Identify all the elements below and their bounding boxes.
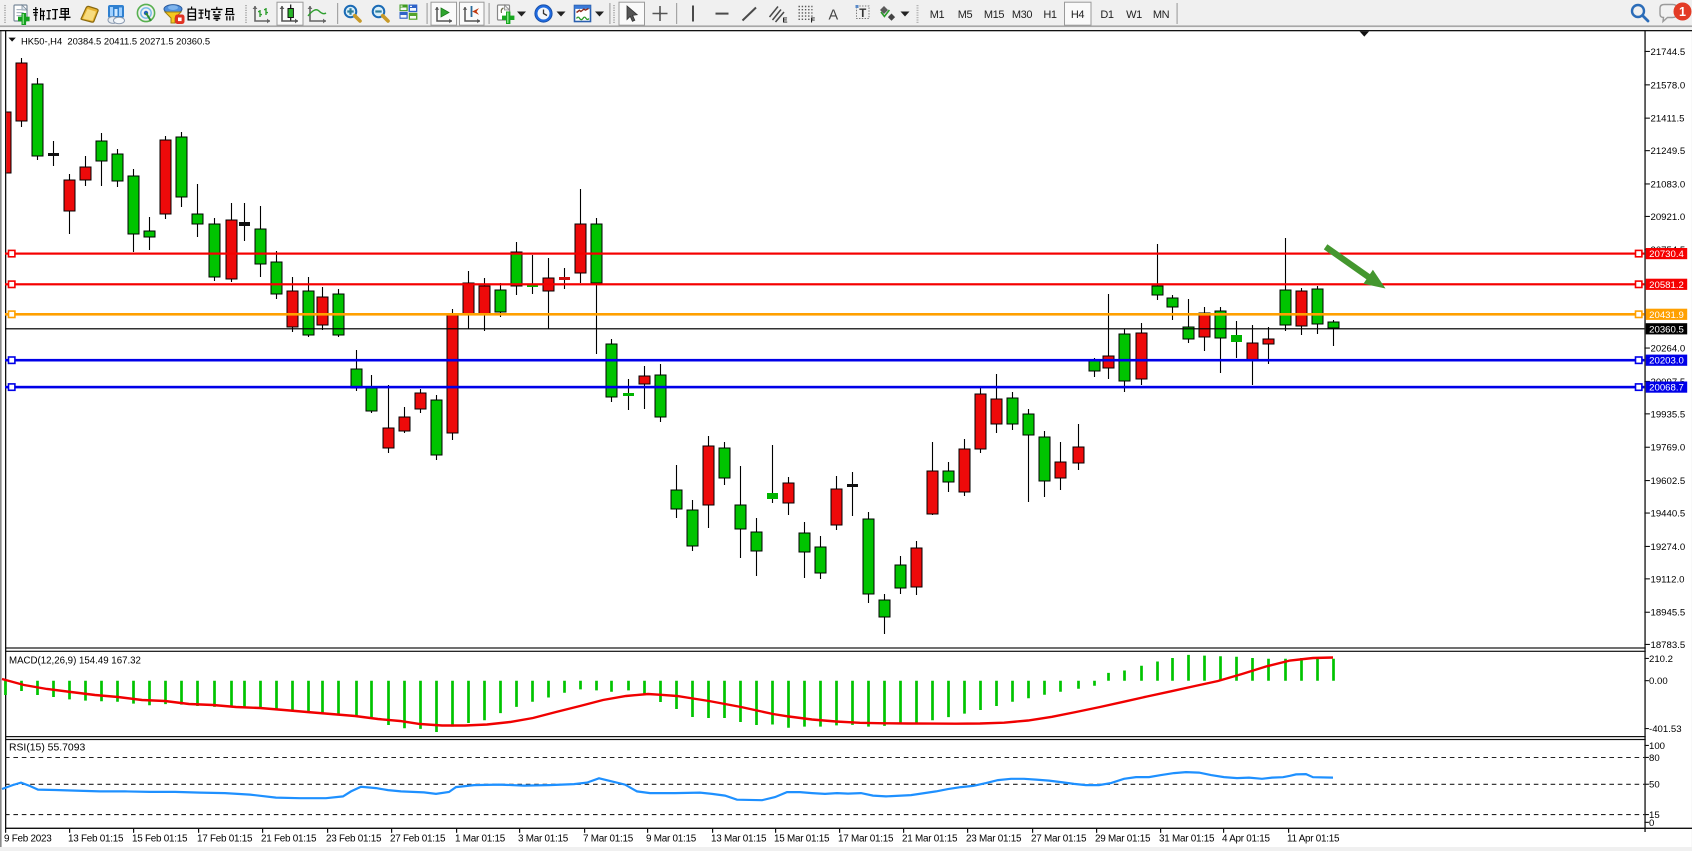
svg-text:18783.5: 18783.5 — [1651, 640, 1686, 651]
svg-text:19769.0: 19769.0 — [1651, 443, 1686, 454]
svg-text:50: 50 — [1649, 780, 1660, 791]
svg-text:-401.53: -401.53 — [1649, 724, 1682, 735]
svg-text:D1: D1 — [1100, 9, 1114, 21]
svg-text:3 Mar 01:15: 3 Mar 01:15 — [518, 834, 569, 845]
svg-text:W1: W1 — [1126, 9, 1142, 21]
svg-text:17 Mar 01:15: 17 Mar 01:15 — [838, 834, 894, 845]
svg-text:1 Mar 01:15: 1 Mar 01:15 — [455, 834, 506, 845]
svg-text:9 Feb 2023: 9 Feb 2023 — [4, 834, 52, 845]
svg-text:19602.5: 19602.5 — [1651, 476, 1686, 487]
svg-text:21249.5: 21249.5 — [1651, 146, 1686, 157]
svg-text:21083.0: 21083.0 — [1651, 179, 1686, 190]
svg-text:20068.7: 20068.7 — [1649, 383, 1684, 394]
svg-text:13 Feb 01:15: 13 Feb 01:15 — [68, 834, 124, 845]
svg-text:31 Mar 01:15: 31 Mar 01:15 — [1159, 834, 1215, 845]
svg-text:100: 100 — [1649, 741, 1665, 752]
svg-text:19935.5: 19935.5 — [1651, 409, 1686, 420]
svg-text:H1: H1 — [1043, 9, 1057, 21]
svg-text:M30: M30 — [1012, 9, 1032, 21]
svg-text:0: 0 — [1649, 818, 1654, 829]
svg-text:MN: MN — [1153, 9, 1170, 21]
svg-text:20921.0: 20921.0 — [1651, 212, 1686, 223]
svg-text:MACD(12,26,9) 154.49 167.32: MACD(12,26,9) 154.49 167.32 — [9, 655, 141, 666]
svg-text:RSI(15) 55.7093: RSI(15) 55.7093 — [9, 743, 85, 754]
svg-text:20203.0: 20203.0 — [1649, 356, 1684, 367]
svg-text:21 Feb 01:15: 21 Feb 01:15 — [261, 834, 317, 845]
svg-text:80: 80 — [1649, 753, 1660, 764]
svg-text:17 Feb 01:15: 17 Feb 01:15 — [197, 834, 253, 845]
svg-text:A: A — [829, 8, 839, 24]
svg-text:9 Mar 01:15: 9 Mar 01:15 — [646, 834, 697, 845]
svg-text:20431.9: 20431.9 — [1649, 310, 1684, 321]
svg-text:21578.0: 21578.0 — [1651, 80, 1686, 91]
svg-text:1: 1 — [1679, 5, 1686, 19]
svg-text:27 Mar 01:15: 27 Mar 01:15 — [1031, 834, 1087, 845]
svg-text:27 Feb 01:15: 27 Feb 01:15 — [390, 834, 446, 845]
svg-text:19112.0: 19112.0 — [1651, 574, 1685, 585]
svg-text:20360.5: 20360.5 — [1649, 324, 1684, 335]
svg-text:19440.5: 19440.5 — [1651, 509, 1686, 520]
svg-text:HK50-,H4 20384.5 20411.5 2027: HK50-,H4 20384.5 20411.5 20271.5 20360.5 — [21, 36, 210, 47]
svg-text:23 Feb 01:15: 23 Feb 01:15 — [326, 834, 382, 845]
svg-text:H4: H4 — [1071, 9, 1085, 21]
svg-text:23 Mar 01:15: 23 Mar 01:15 — [966, 834, 1022, 845]
svg-text:4 Apr 01:15: 4 Apr 01:15 — [1222, 834, 1271, 845]
svg-text:E: E — [783, 16, 788, 25]
svg-text:15: 15 — [1649, 810, 1660, 821]
svg-text:29 Mar 01:15: 29 Mar 01:15 — [1095, 834, 1151, 845]
svg-text:20264.0: 20264.0 — [1651, 344, 1686, 355]
svg-text:15 Mar 01:15: 15 Mar 01:15 — [774, 834, 830, 845]
svg-text:20581.2: 20581.2 — [1649, 280, 1684, 291]
svg-text:F: F — [811, 16, 816, 25]
svg-text:18945.5: 18945.5 — [1651, 608, 1686, 619]
svg-text:11 Apr 01:15: 11 Apr 01:15 — [1287, 834, 1340, 845]
svg-text:0.00: 0.00 — [1649, 676, 1668, 687]
svg-text:13 Mar 01:15: 13 Mar 01:15 — [711, 834, 767, 845]
svg-text:20730.4: 20730.4 — [1649, 249, 1684, 260]
svg-text:M5: M5 — [958, 9, 973, 21]
svg-text:210.2: 210.2 — [1649, 654, 1673, 665]
svg-text:21411.5: 21411.5 — [1651, 114, 1685, 125]
svg-text:21744.5: 21744.5 — [1651, 47, 1686, 58]
svg-text:19274.0: 19274.0 — [1651, 542, 1686, 553]
svg-text:M15: M15 — [984, 9, 1004, 21]
svg-text:21 Mar 01:15: 21 Mar 01:15 — [902, 834, 958, 845]
svg-text:T: T — [859, 8, 866, 20]
svg-text:15 Feb 01:15: 15 Feb 01:15 — [132, 834, 188, 845]
svg-text:7 Mar 01:15: 7 Mar 01:15 — [583, 834, 634, 845]
svg-text:M1: M1 — [930, 9, 945, 21]
